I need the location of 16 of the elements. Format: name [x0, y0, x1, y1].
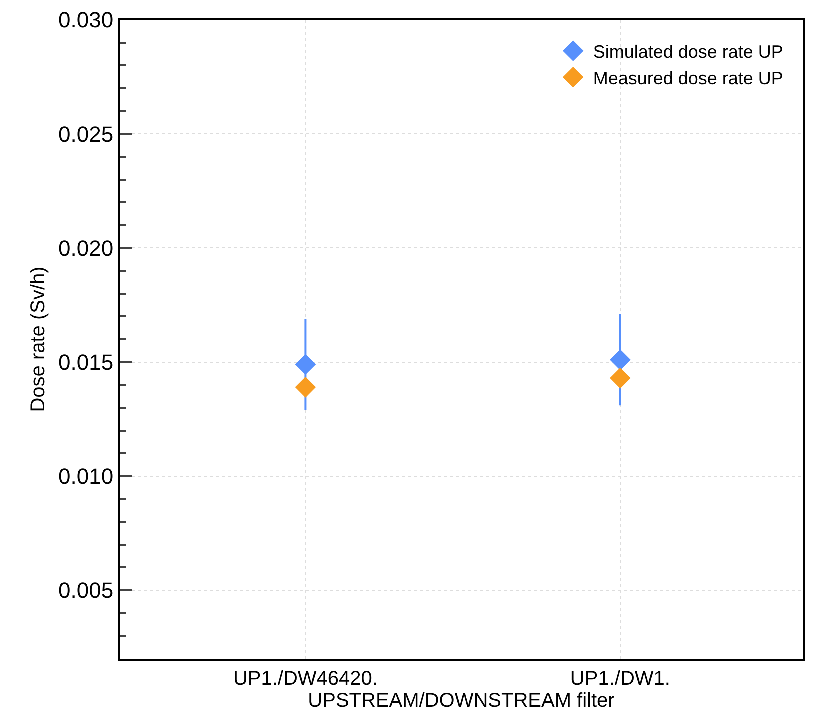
legend-label: Measured dose rate UP: [593, 68, 784, 88]
y-tick-label: 0.030: [58, 8, 114, 33]
point: [610, 350, 631, 370]
y-tick-label: 0.010: [58, 464, 114, 490]
x-tick-label: UP1./DW46420.: [233, 668, 378, 690]
y-tick-label: 0.015: [58, 350, 114, 376]
y-tick-label: 0.025: [58, 122, 114, 147]
point: [295, 377, 316, 398]
point: [610, 368, 631, 389]
legend-label: Simulated dose rate UP: [593, 42, 784, 62]
y-tick-label: 0.005: [58, 578, 114, 604]
x-tick-label: UP1./DW1.: [570, 668, 670, 690]
point: [295, 354, 316, 375]
y-axis-title: Dose rate (Sv/h): [28, 266, 50, 412]
y-tick-label: 0.020: [58, 236, 114, 261]
x-axis-title: UPSTREAM/DOWNSTREAM filter: [308, 690, 616, 712]
